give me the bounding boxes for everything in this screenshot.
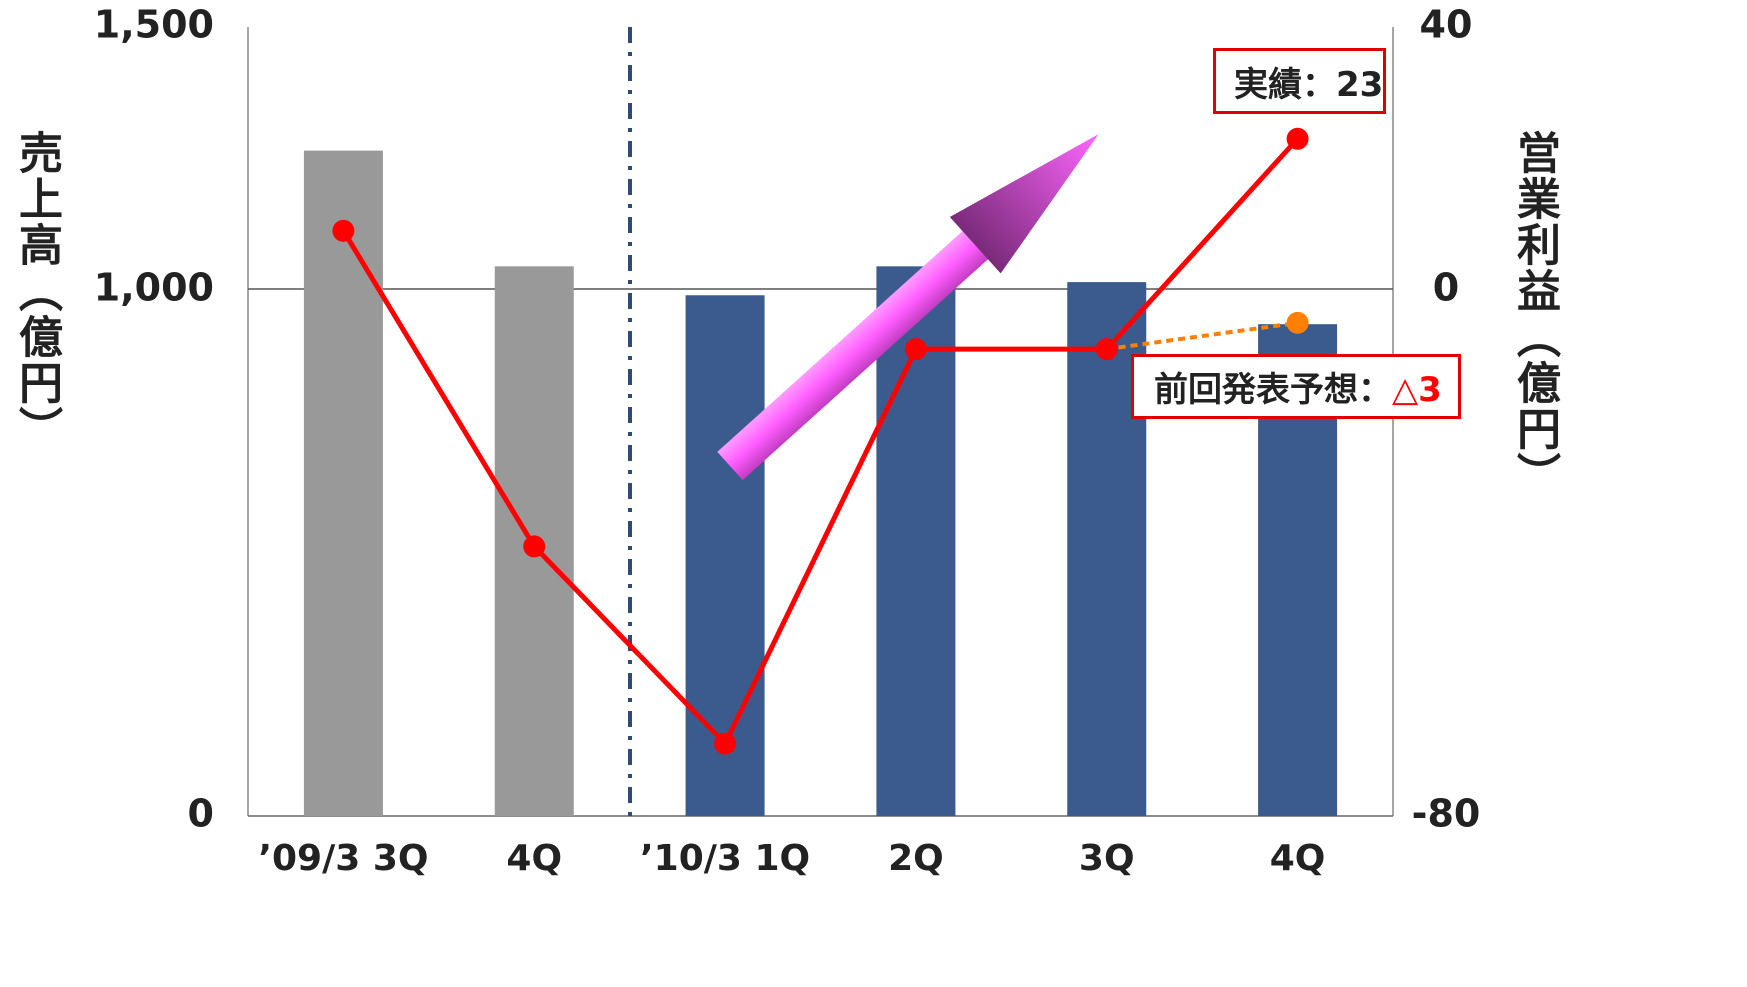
x-tick-label: ’10/3 1Q (640, 838, 810, 879)
profit-point-5 (1286, 127, 1309, 150)
profit-point-0 (332, 219, 355, 242)
bar-2 (685, 295, 765, 816)
left-axis-title: 売上高（億円） (11, 130, 62, 452)
x-tick-label: 2Q (888, 838, 944, 879)
x-tick-label: ’09/3 3Q (258, 838, 428, 879)
operating-profit-series (332, 127, 1309, 755)
forecast-point (1286, 311, 1309, 334)
left-tick-label: 0 (188, 792, 214, 836)
bar-0 (303, 150, 383, 817)
x-axis-ticks: ’09/3 3Q 4Q ’10/3 1Q 2Q 3Q 4Q (258, 838, 1325, 879)
profit-point-2 (714, 732, 737, 755)
bar-series (303, 150, 1338, 817)
x-tick-label: 4Q (1270, 838, 1326, 879)
previous-forecast-value: △3 (1392, 370, 1442, 410)
right-axis-ticks: -80 0 40 (1412, 3, 1481, 836)
trend-arrow (717, 134, 1099, 481)
profit-point-4 (1095, 338, 1118, 361)
trend-arrow-shaft (717, 224, 996, 481)
right-tick-label: -80 (1412, 792, 1481, 836)
forecast-line (1106, 320, 1298, 352)
left-tick-label: 1,500 (94, 3, 214, 47)
right-axis-title: 営業利益（億円） (1509, 130, 1560, 498)
previous-forecast-label: 前回発表予想： (1154, 370, 1392, 410)
left-axis-ticks: 0 1,000 1,500 (94, 3, 214, 836)
left-tick-label: 1,000 (94, 266, 214, 310)
right-tick-label: 40 (1420, 3, 1473, 47)
profit-point-1 (523, 535, 546, 558)
profit-point-3 (904, 338, 927, 361)
forecast-series (1106, 311, 1309, 352)
x-tick-label: 3Q (1079, 838, 1135, 879)
actual-callout-label: 実績： (1234, 65, 1336, 105)
x-tick-label: 4Q (506, 838, 562, 879)
trend-arrow-head (949, 134, 1099, 274)
previous-forecast-callout: 前回発表予想：△3 (1131, 354, 1461, 419)
actual-callout-value: 23 (1336, 65, 1384, 105)
operating-profit-line (341, 137, 1300, 747)
actual-callout: 実績：23 (1213, 48, 1386, 114)
right-tick-label: 0 (1433, 266, 1459, 310)
